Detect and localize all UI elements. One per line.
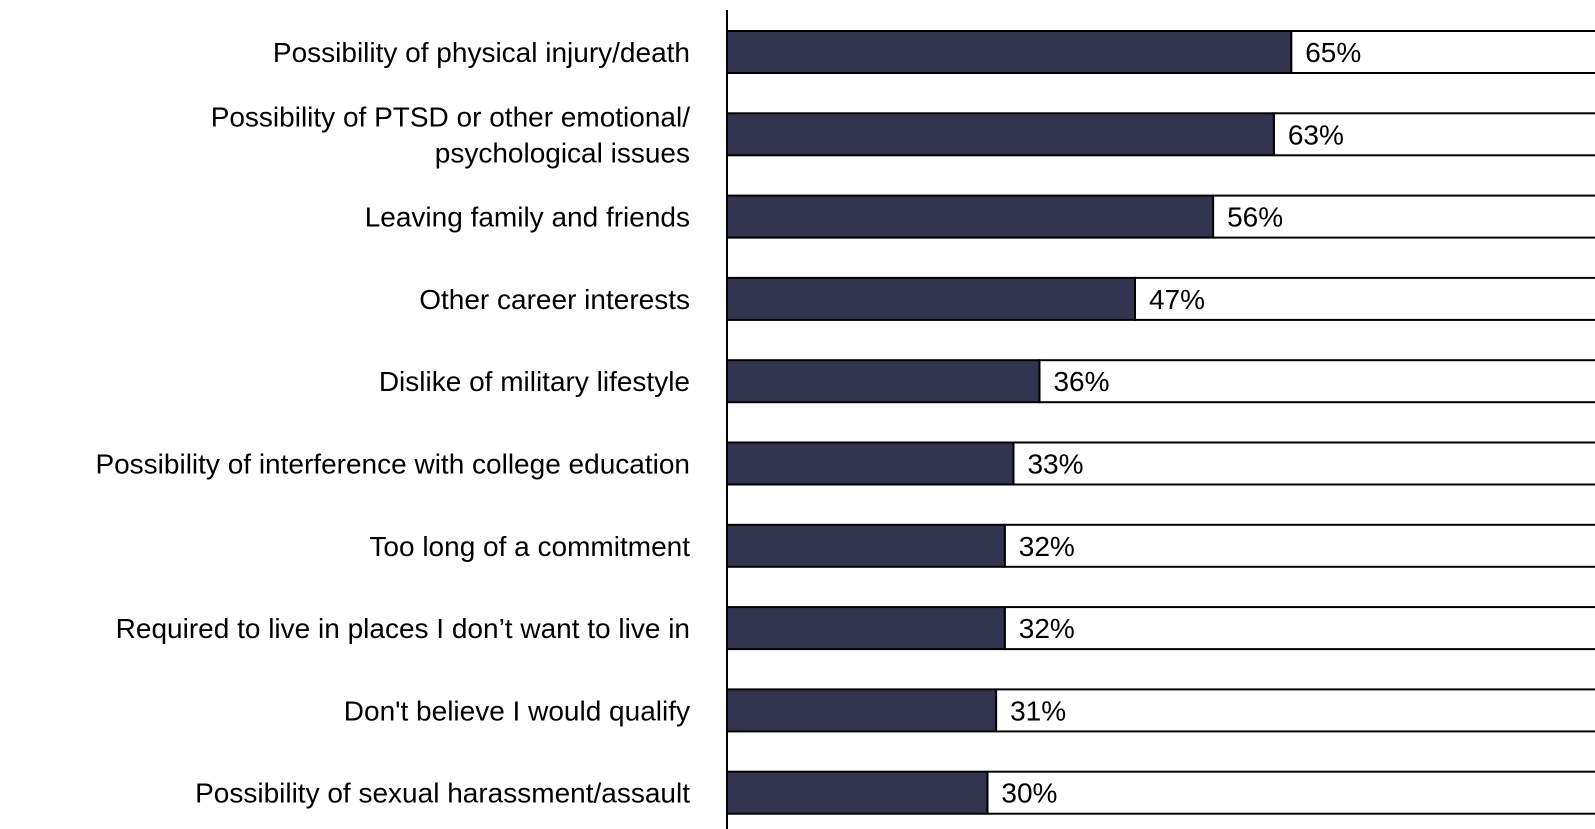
data-label: 31% xyxy=(1010,695,1066,726)
bar xyxy=(726,606,1006,651)
category-label: Too long of a commitment xyxy=(369,531,690,562)
category-label-line: psychological issues xyxy=(435,137,690,168)
category-label: Possibility of interference with college… xyxy=(95,449,690,480)
data-label: 30% xyxy=(1001,778,1057,809)
data-label: 32% xyxy=(1019,531,1075,562)
bar-remainder xyxy=(986,770,1595,815)
category-label: Other career interests xyxy=(419,284,690,315)
category-label-line: Dislike of military lifestyle xyxy=(379,366,690,397)
data-label: 63% xyxy=(1288,119,1344,150)
category-label-line: Leaving family and friends xyxy=(365,202,690,233)
data-label: 33% xyxy=(1027,449,1083,480)
category-label-line: Possibility of sexual harassment/assault xyxy=(195,778,690,809)
category-label-line: Possibility of interference with college… xyxy=(95,449,690,480)
bar xyxy=(726,523,1006,568)
category-label-line: Other career interests xyxy=(419,284,690,315)
category-label: Leaving family and friends xyxy=(365,202,690,233)
bar-remainder xyxy=(1012,441,1595,486)
category-label-line: Possibility of physical injury/death xyxy=(273,37,690,68)
category-label-line: Possibility of PTSD or other emotional/ xyxy=(211,101,691,132)
data-label: 56% xyxy=(1227,202,1283,233)
bar-remainder xyxy=(1003,523,1595,568)
category-label: Don't believe I would qualify xyxy=(344,695,690,726)
category-label: Dislike of military lifestyle xyxy=(379,366,690,397)
bar-remainder xyxy=(1272,112,1595,157)
bar xyxy=(726,688,998,733)
bar xyxy=(726,112,1275,157)
bar xyxy=(726,194,1215,239)
category-label-line: Don't believe I would qualify xyxy=(344,695,690,726)
category-label: Possibility of PTSD or other emotional/p… xyxy=(211,101,691,168)
bar-remainder xyxy=(1133,276,1595,321)
category-label-line: Too long of a commitment xyxy=(369,531,690,562)
category-label: Required to live in places I don’t want … xyxy=(116,613,690,644)
bar-remainder xyxy=(995,688,1595,733)
bar xyxy=(726,30,1293,74)
data-label: 36% xyxy=(1053,366,1109,397)
bar-remainder xyxy=(1038,359,1595,404)
category-label: Possibility of sexual harassment/assault xyxy=(195,778,690,809)
bar xyxy=(726,770,989,815)
data-label: 65% xyxy=(1305,37,1361,68)
bar xyxy=(726,276,1136,321)
bar xyxy=(726,359,1041,404)
category-label: Possibility of physical injury/death xyxy=(273,37,690,68)
category-label-line: Required to live in places I don’t want … xyxy=(116,613,690,644)
bar-remainder xyxy=(1003,606,1595,651)
data-label: 47% xyxy=(1149,284,1205,315)
bar xyxy=(726,441,1015,486)
data-label: 32% xyxy=(1019,613,1075,644)
